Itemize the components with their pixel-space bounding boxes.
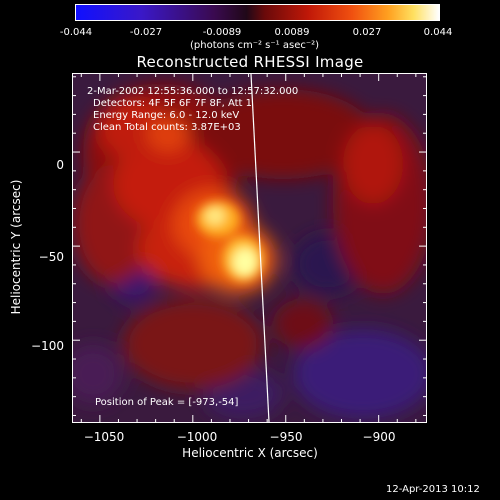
heatmap-image: [73, 74, 426, 422]
colorbar-tick-label: -0.044: [59, 27, 93, 38]
limb-line: [250, 74, 270, 422]
y-tick-label: −100: [31, 339, 64, 353]
y-axis-label: Heliocentric Y (arcsec): [9, 179, 23, 315]
info-peak-position: Position of Peak = [-973,-54]: [95, 397, 239, 408]
plot-title: Reconstructed RHESSI Image: [136, 53, 364, 71]
heatmap-core: [196, 201, 263, 281]
x-tick-label: −950: [269, 430, 303, 444]
info-time-range: 2-Mar-2002 12:55:36.000 to 12:57:32.000: [87, 86, 299, 97]
x-tick-label: −1050: [83, 430, 125, 444]
colorbar-tick-label: 0.0089: [274, 27, 310, 38]
colorbar-tick-label: -0.027: [129, 27, 163, 38]
info-clean-counts: Clean Total counts: 3.87E+03: [93, 122, 241, 133]
x-tick-label: −1000: [176, 430, 218, 444]
x-axis-label: Heliocentric X (arcsec): [182, 446, 318, 460]
footer-date: 12-Apr-2013 10:12: [386, 484, 480, 495]
colorbar-tick-label: 0.044: [423, 27, 453, 38]
colorbar-units-label: (photons cm⁻² s⁻¹ asec⁻²): [190, 40, 320, 51]
colorbar-tick-label: 0.027: [352, 27, 382, 38]
x-tick-label: −900: [362, 430, 396, 444]
colorbar-tick-label: -0.0089: [202, 27, 242, 38]
colorbar: [75, 4, 440, 21]
y-tick-label: 0: [56, 158, 64, 172]
y-tick-label: −50: [38, 250, 64, 264]
info-detectors: Detectors: 4F 5F 6F 7F 8F, Att 1: [93, 98, 253, 109]
plot-area: 2-Mar-2002 12:55:36.000 to 12:57:32.000 …: [72, 73, 427, 423]
info-energy-range: Energy Range: 6.0 - 12.0 keV: [93, 110, 240, 121]
